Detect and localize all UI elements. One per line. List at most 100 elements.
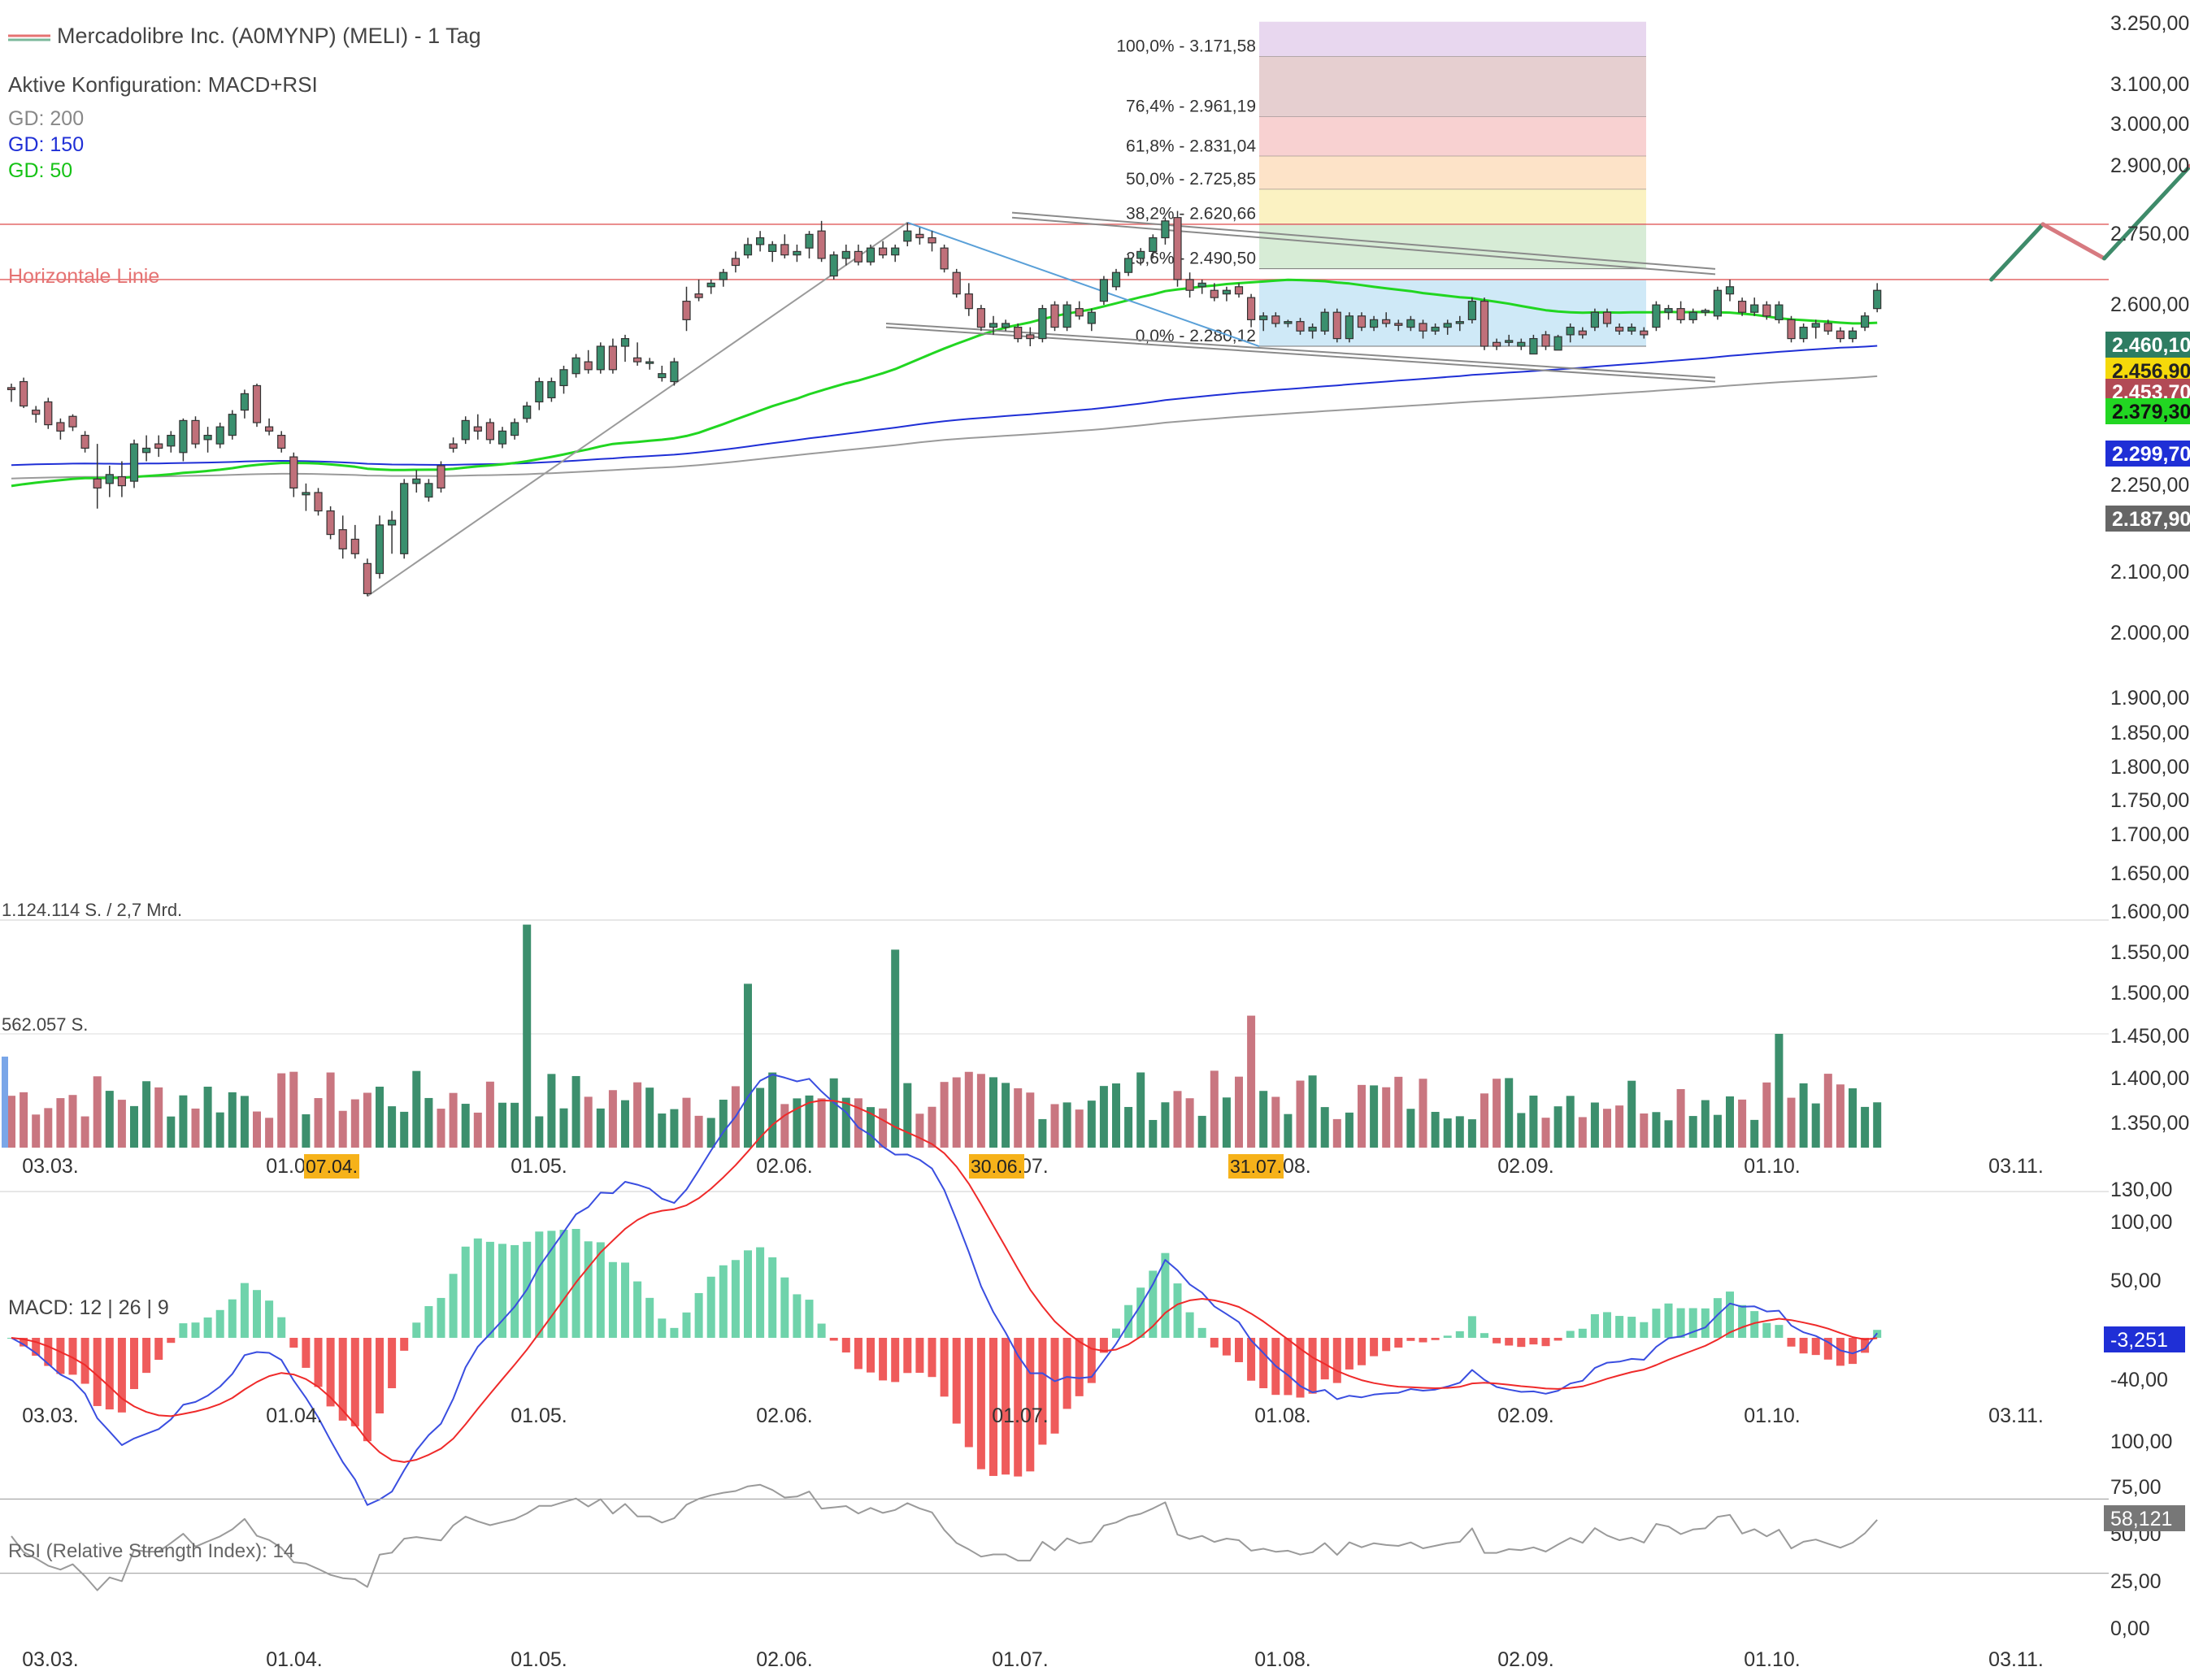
candle — [1713, 289, 1722, 317]
volume-bar — [1849, 1088, 1857, 1148]
volume-bar — [1271, 1096, 1280, 1148]
x-tick-label: 03.11. — [1988, 1648, 2044, 1671]
candle — [400, 483, 409, 554]
macd-histogram-bar — [1578, 1328, 1587, 1338]
macd-histogram-bar — [32, 1338, 41, 1357]
candle — [1394, 323, 1403, 326]
volume-bar — [56, 1098, 65, 1148]
candle — [670, 361, 679, 383]
x-tick-label: 02.06. — [756, 1155, 813, 1178]
fib-zone — [1259, 56, 1646, 117]
macd-histogram-bar — [1296, 1338, 1305, 1398]
chart-title: Mercadolibre Inc. (A0MYNP) (MELI) - 1 Ta… — [57, 24, 481, 48]
volume-bar — [350, 1099, 359, 1148]
volume-bar — [473, 1112, 482, 1148]
price-badge-label: 2.379,30 — [2112, 401, 2190, 423]
candle — [1431, 326, 1440, 332]
volume-bar — [756, 1087, 765, 1148]
fib-zone — [1259, 224, 1646, 269]
macd-histogram-bar — [265, 1300, 274, 1338]
candle — [1123, 258, 1133, 273]
candle — [1062, 304, 1071, 328]
fib-level-label: 50,0% - 2.725,85 — [1126, 170, 1256, 189]
candle — [1627, 326, 1636, 332]
candle — [1823, 323, 1832, 332]
volume-bar — [1112, 1083, 1120, 1148]
macd-histogram-bar — [376, 1338, 384, 1414]
gd150-line — [11, 345, 1878, 467]
candle — [1873, 289, 1882, 310]
volume-bar — [1210, 1070, 1219, 1148]
trend-line — [367, 222, 908, 597]
macd-histogram-bar — [1762, 1322, 1771, 1338]
x-tick-label: 01.07. — [992, 1404, 1049, 1427]
volume-bar — [694, 1115, 703, 1148]
macd-histogram-bar — [1014, 1338, 1023, 1477]
candle — [1529, 337, 1538, 355]
volume-bar — [1480, 1093, 1488, 1148]
candle — [989, 323, 998, 328]
volume-bar — [1762, 1082, 1771, 1148]
macd-histogram-bar — [338, 1338, 347, 1421]
macd-histogram-bar — [1775, 1325, 1784, 1338]
fib-level-label: 38,2% - 2.620,66 — [1126, 205, 1256, 224]
x-tick-label: 02.09. — [1497, 1648, 1554, 1671]
macd-histogram-bar — [1640, 1322, 1649, 1338]
macd-histogram-bar — [1345, 1338, 1354, 1370]
candle — [117, 475, 126, 487]
candle — [461, 419, 470, 441]
volume-bar — [228, 1092, 237, 1148]
macd-histogram-bar — [314, 1338, 323, 1387]
macd-histogram-bar — [1738, 1304, 1747, 1338]
volume-bar — [215, 1112, 224, 1148]
macd-histogram-bar — [1517, 1338, 1526, 1348]
volume-bar — [976, 1074, 985, 1148]
candle — [780, 244, 789, 256]
x-tick-label: 01.10. — [1744, 1155, 1801, 1178]
macd-histogram-bar — [1566, 1331, 1575, 1338]
fib-level-label: 0,0% - 2.280,12 — [1136, 327, 1256, 345]
x-tick-label: 01.04. — [266, 1648, 323, 1671]
candle — [743, 244, 753, 256]
candle — [1652, 304, 1661, 328]
legend: Mercadolibre Inc. (A0MYNP) (MELI) - 1 Ta… — [8, 24, 481, 288]
date-marker-label: 31.07. — [1230, 1156, 1282, 1177]
candle — [449, 443, 458, 449]
volume-bar — [1467, 1119, 1476, 1148]
volume-bar — [1553, 1106, 1562, 1148]
candle — [105, 474, 114, 484]
macd-histogram-bar — [1259, 1338, 1268, 1389]
x-tick-label: 03.11. — [1988, 1155, 2044, 1178]
macd-histogram-bar — [93, 1338, 102, 1406]
macd-histogram-bar — [1099, 1338, 1108, 1353]
volume-bar — [2, 1057, 8, 1148]
macd-value-label: -3,251 — [2110, 1329, 2168, 1352]
candle — [1026, 334, 1035, 340]
volume-bar — [424, 1097, 433, 1148]
candle — [1602, 311, 1612, 324]
candle — [1566, 326, 1575, 336]
candle — [485, 422, 495, 441]
candle — [1099, 279, 1109, 302]
rsi-line — [11, 1483, 1878, 1591]
macd-histogram-bar — [829, 1338, 838, 1341]
price-tick-label: 2.000,00 — [2110, 622, 2189, 645]
volume-bar — [1493, 1079, 1501, 1148]
macd-histogram-bar — [1455, 1331, 1464, 1338]
candle — [1848, 330, 1858, 340]
candle — [277, 434, 286, 449]
macd-histogram-bar — [731, 1260, 740, 1338]
volume-bar — [179, 1095, 188, 1148]
macd-histogram-bar — [903, 1338, 912, 1374]
x-tick-label: 01.05. — [511, 1155, 567, 1178]
candle — [940, 247, 949, 270]
candle — [817, 230, 826, 259]
candle — [1517, 341, 1526, 347]
fib-zone — [1259, 156, 1646, 190]
candle — [1725, 286, 1735, 295]
candle — [142, 447, 151, 454]
candle — [1541, 334, 1550, 347]
macd-histogram-bar — [1185, 1312, 1194, 1338]
macd-histogram-bar — [584, 1241, 593, 1338]
